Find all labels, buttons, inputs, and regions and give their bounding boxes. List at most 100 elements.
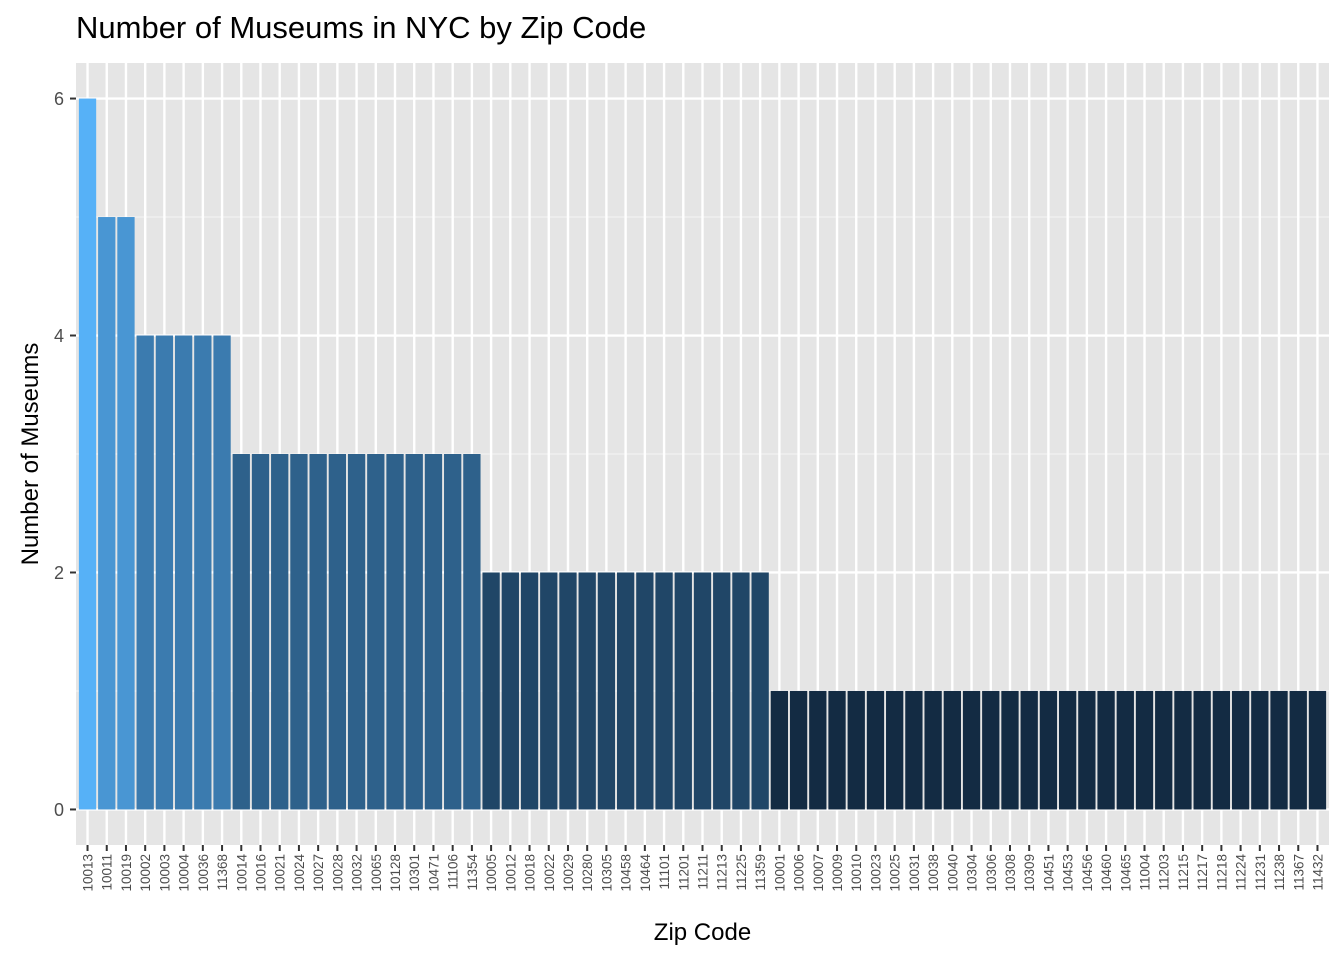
bar-11368 (213, 335, 231, 810)
x-axis-title: Zip Code (654, 919, 751, 946)
bar-10010 (847, 690, 865, 810)
x-tick-label: 10280 (580, 854, 595, 892)
bar-10011 (98, 217, 116, 810)
bar-10309 (1020, 690, 1038, 810)
bar-10128 (386, 454, 404, 810)
x-tick-label: 10003 (157, 854, 172, 892)
x-tick-label: 10309 (1022, 854, 1037, 892)
x-tick-label: 10011 (100, 854, 115, 891)
x-tick-label: 11231 (1253, 854, 1268, 891)
x-tick-label: 10004 (177, 854, 192, 892)
x-tick-label: 10032 (350, 854, 365, 892)
x-tick-label: 10036 (196, 854, 211, 892)
bar-11217 (1193, 690, 1211, 810)
bar-10451 (1039, 690, 1058, 810)
x-tick-label: 11367 (1291, 854, 1306, 891)
x-tick-label: 10027 (311, 854, 326, 892)
x-tick-label: 11238 (1272, 854, 1287, 891)
x-tick-label: 10471 (426, 854, 441, 892)
chart-title: Number of Museums in NYC by Zip Code (76, 10, 647, 45)
x-tick-label: 11359 (753, 854, 768, 891)
x-tick-label: 11432 (1310, 854, 1325, 891)
bar-10004 (174, 335, 193, 810)
x-tick-label: 11354 (465, 854, 480, 891)
bar-11201 (674, 572, 692, 810)
bar-11231 (1251, 690, 1269, 810)
bar-11203 (1155, 690, 1173, 810)
bar-11213 (713, 572, 731, 810)
bar-10024 (290, 454, 308, 810)
bar-10458 (616, 572, 635, 810)
bar-10308 (1001, 690, 1019, 810)
x-tick-label: 10038 (926, 854, 941, 892)
x-tick-label: 10009 (830, 854, 845, 892)
x-tick-label: 11203 (1157, 854, 1172, 891)
bar-10001 (770, 690, 789, 810)
bar-10022 (540, 572, 558, 810)
x-tick-label: 10010 (849, 854, 864, 892)
bar-10029 (559, 572, 577, 810)
y-axis: 0 2 4 6 (54, 89, 76, 820)
bar-10003 (155, 335, 174, 810)
bar-10280 (578, 572, 596, 810)
bar-10018 (520, 572, 539, 810)
bar-11224 (1231, 690, 1250, 810)
bar-10025 (886, 690, 904, 810)
x-tick-label: 10018 (523, 854, 538, 892)
x-tick-label: 10065 (369, 854, 384, 892)
bar-11215 (1174, 690, 1192, 810)
x-tick-label: 10465 (1118, 854, 1133, 892)
bar-10456 (1078, 690, 1096, 810)
x-tick-label: 11225 (734, 854, 749, 891)
x-tick-label: 11218 (1214, 854, 1229, 891)
bar-10453 (1058, 690, 1077, 810)
x-tick-label: 10012 (503, 854, 518, 892)
bar-11367 (1289, 690, 1307, 810)
bar-10038 (924, 690, 942, 810)
bar-10301 (405, 454, 423, 810)
bar-11218 (1212, 690, 1231, 810)
x-tick-label: 11215 (1176, 854, 1191, 891)
x-tick-label: 10029 (561, 854, 576, 892)
bar-10012 (501, 572, 519, 810)
x-tick-label: 10019 (119, 854, 134, 892)
x-tick-label: 10016 (253, 854, 268, 892)
bar-10028 (328, 454, 347, 810)
y-tick-label: 6 (54, 89, 64, 109)
y-tick-label: 2 (54, 563, 64, 583)
x-tick-label: 10001 (772, 854, 787, 892)
bar-10014 (232, 454, 250, 810)
x-tick-label: 10022 (542, 854, 557, 892)
bar-10036 (194, 335, 212, 810)
bar-11359 (751, 572, 769, 810)
x-tick-label: 10021 (273, 854, 288, 892)
x-tick-label: 10308 (1003, 854, 1018, 892)
x-tick-label: 10006 (792, 854, 807, 892)
x-tick-label: 10305 (599, 854, 614, 892)
bar-10005 (482, 572, 500, 810)
x-tick-label: 10456 (1080, 854, 1095, 892)
bar-10023 (866, 690, 885, 810)
x-tick-label: 10460 (1099, 854, 1114, 892)
x-tick-label: 10458 (619, 854, 634, 892)
x-tick-label: 10031 (907, 854, 922, 892)
bars (78, 98, 1327, 810)
bar-10031 (905, 690, 923, 810)
bar-11101 (655, 572, 673, 810)
x-tick-label: 10014 (234, 854, 249, 892)
x-tick-label: 10013 (81, 854, 96, 892)
y-tick-label: 0 (54, 800, 64, 820)
bar-11354 (463, 454, 481, 810)
bar-10465 (1116, 690, 1134, 810)
x-tick-label: 10453 (1061, 854, 1076, 892)
x-tick-label: 10023 (868, 854, 883, 892)
x-tick-label: 10025 (888, 854, 903, 892)
bar-10007 (809, 690, 827, 810)
bar-10460 (1097, 690, 1115, 810)
x-tick-label: 11101 (657, 854, 672, 890)
bar-10013 (78, 98, 97, 810)
bar-10464 (636, 572, 654, 810)
x-tick-label: 10040 (945, 854, 960, 892)
bar-11432 (1308, 690, 1327, 810)
